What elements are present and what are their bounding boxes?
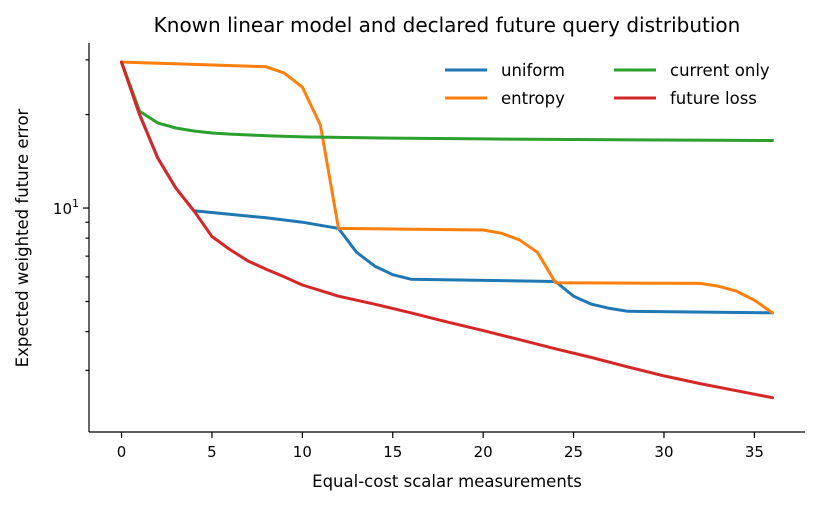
series-line-future-loss	[120, 60, 774, 400]
x-axis-label: Equal-cost scalar measurements	[312, 472, 582, 491]
series-line-current-only	[120, 60, 774, 142]
legend-item-future-loss: future loss	[614, 89, 757, 108]
legend-item-current-only: current only	[614, 61, 770, 80]
series-line-entropy	[120, 60, 774, 315]
x-tick-label: 25	[564, 443, 583, 461]
x-tick-label: 5	[207, 443, 217, 461]
y-tick-label: 101	[53, 197, 79, 218]
y-axis-ticks: 101	[53, 59, 89, 372]
legend: uniform entropy current only future loss	[445, 61, 770, 108]
legend-label: current only	[670, 61, 770, 80]
x-tick-label: 20	[474, 443, 493, 461]
x-tick-label: 10	[293, 443, 312, 461]
legend-item-entropy: entropy	[445, 89, 565, 108]
x-tick-label: 0	[117, 443, 127, 461]
x-tick-label: 15	[383, 443, 402, 461]
x-axis-ticks: 0 5 10 15 20 25 30 35	[117, 432, 764, 461]
chart-title: Known linear model and declared future q…	[154, 13, 741, 37]
legend-label: entropy	[501, 89, 565, 108]
plot-area	[120, 60, 774, 400]
y-axis-label: Expected weighted future error	[13, 108, 32, 367]
x-tick-label: 35	[745, 443, 764, 461]
legend-label: uniform	[501, 61, 565, 80]
legend-item-uniform: uniform	[445, 61, 565, 80]
x-tick-label: 30	[654, 443, 673, 461]
legend-label: future loss	[670, 89, 757, 108]
